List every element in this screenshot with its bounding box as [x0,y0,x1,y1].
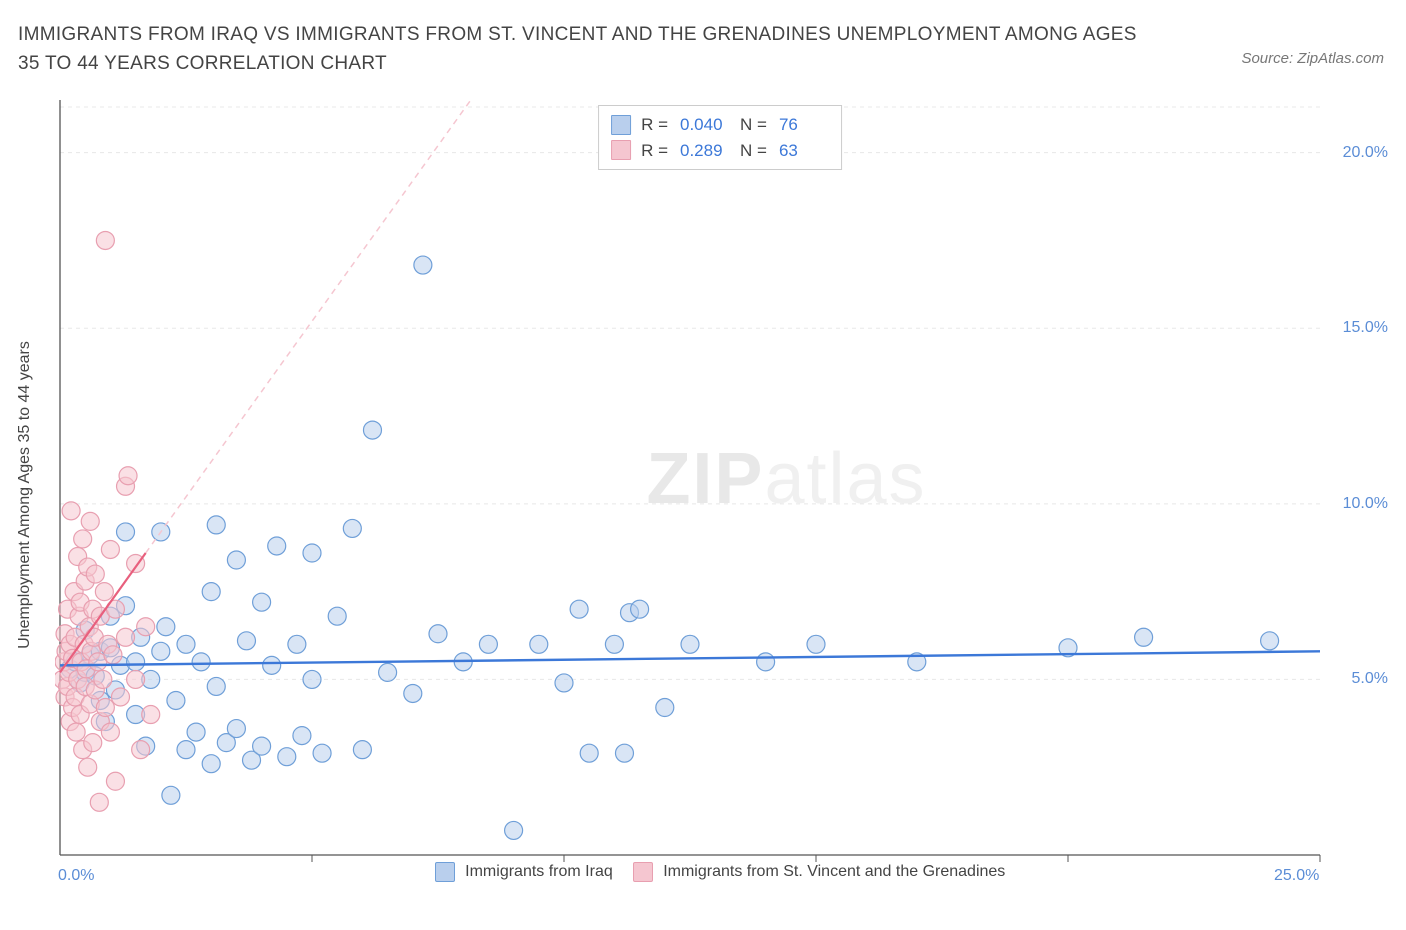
scatter-plot [55,100,1385,890]
n-value: 63 [779,138,829,164]
source-label: Source: ZipAtlas.com [1241,50,1384,67]
r-label: R = [641,138,668,164]
chart-area: Unemployment Among Ages 35 to 44 years Z… [55,100,1385,890]
swatch-icon [611,140,631,160]
legend-item: Immigrants from Iraq [435,862,613,882]
r-label: R = [641,112,668,138]
y-tick-label: 10.0% [1328,495,1388,513]
n-label: N = [740,112,767,138]
n-label: N = [740,138,767,164]
legend-item: Immigrants from St. Vincent and the Gren… [633,862,1006,882]
header-row: IMMIGRANTS FROM IRAQ VS IMMIGRANTS FROM … [18,20,1388,79]
chart-container: IMMIGRANTS FROM IRAQ VS IMMIGRANTS FROM … [0,0,1406,930]
swatch-icon [435,862,455,882]
y-tick-label: 5.0% [1328,670,1388,688]
legend-label: Immigrants from Iraq [465,863,613,880]
y-tick-label: 15.0% [1328,319,1388,337]
n-value: 76 [779,112,829,138]
series-legend: Immigrants from Iraq Immigrants from St.… [55,862,1385,882]
chart-title: IMMIGRANTS FROM IRAQ VS IMMIGRANTS FROM … [18,20,1148,79]
swatch-icon [633,862,653,882]
stats-legend: R = 0.040 N = 76 R = 0.289 N = 63 [598,105,842,170]
r-value: 0.289 [680,138,730,164]
swatch-icon [611,115,631,135]
stats-legend-row: R = 0.289 N = 63 [611,138,829,164]
r-value: 0.040 [680,112,730,138]
legend-label: Immigrants from St. Vincent and the Gren… [663,863,1005,880]
stats-legend-row: R = 0.040 N = 76 [611,112,829,138]
y-tick-label: 20.0% [1328,144,1388,162]
y-axis-label: Unemployment Among Ages 35 to 44 years [16,341,34,649]
